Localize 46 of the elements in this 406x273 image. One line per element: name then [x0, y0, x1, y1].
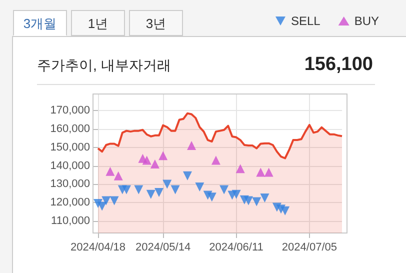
- x-tick-label: 2024/07/05: [282, 242, 337, 254]
- point: [207, 192, 216, 202]
- point: [195, 182, 204, 192]
- point: [110, 196, 119, 206]
- point: [244, 196, 253, 206]
- text: 3개월: [13, 10, 67, 36]
- point: [170, 185, 180, 194]
- chart-subtitle: 156,100: [304, 54, 373, 76]
- legend-label: BUY: [354, 14, 380, 28]
- point: [122, 185, 131, 194]
- point: [280, 206, 290, 216]
- point: [220, 185, 229, 194]
- point: [232, 190, 241, 199]
- point: [98, 202, 107, 211]
- point: [150, 159, 160, 168]
- point: [264, 168, 274, 177]
- y-tick-label: 160,000: [50, 122, 90, 135]
- point: [182, 171, 192, 180]
- point: [187, 141, 196, 150]
- y-tick-label: 130,000: [50, 178, 90, 190]
- point: [162, 180, 172, 189]
- text: 3년: [129, 10, 183, 36]
- x-tick-label: 2024/04/18: [70, 242, 126, 254]
- point: [256, 168, 266, 177]
- point: [114, 171, 123, 180]
- x-tick-label: 2024/05/14: [136, 242, 191, 254]
- y-tick-label: 120,000: [50, 196, 90, 209]
- point: [134, 185, 144, 194]
- legend-label: SELL: [290, 14, 321, 28]
- point: [211, 156, 220, 165]
- y-tick-label: 150,000: [50, 141, 90, 154]
- text: 1년: [71, 10, 125, 36]
- point: [102, 196, 111, 206]
- y-tick-label: 140,000: [50, 160, 90, 172]
- point: [236, 164, 245, 174]
- point: [252, 197, 262, 206]
- point: [106, 166, 115, 176]
- point: [146, 190, 156, 199]
- point: [154, 188, 164, 197]
- point: [260, 194, 270, 203]
- point: [142, 156, 152, 165]
- x-tick-label: 2024/06/11: [209, 242, 264, 254]
- point: [158, 151, 168, 160]
- chart-title: 주가추이, 내부자거래: [37, 57, 171, 75]
- y-tick-label: 170,000: [50, 104, 90, 117]
- y-tick-label: 110,000: [51, 215, 90, 228]
